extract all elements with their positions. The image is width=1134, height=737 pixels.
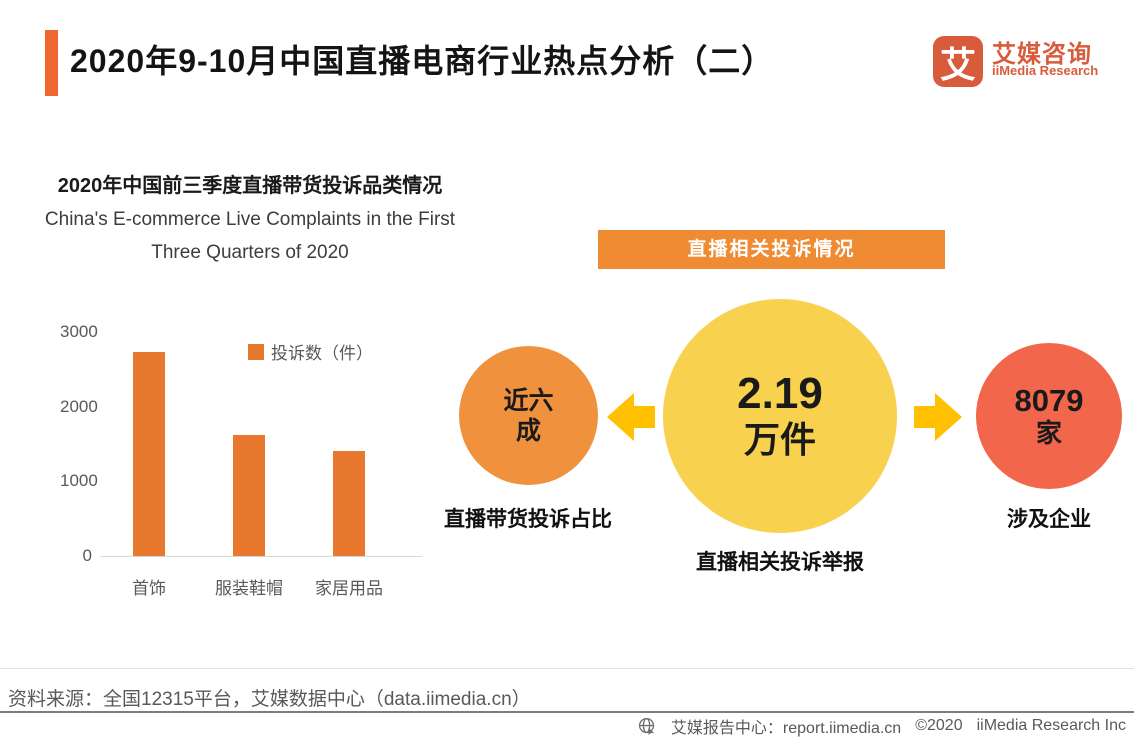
x-axis-category-label: 首饰 — [132, 579, 166, 598]
stat-circle-share: 近六成 — [459, 346, 598, 485]
stat-label-total-complaints: 直播相关投诉举报 — [696, 551, 864, 574]
copyright-text: ©2020 — [915, 717, 963, 734]
chart-subtitle-line2: Three Quarters of 2020 — [151, 242, 349, 263]
legend-label: 投诉数（件） — [271, 344, 373, 363]
logo-mark-icon: 艾 — [933, 36, 983, 87]
globe-cursor-icon — [638, 717, 655, 735]
title-accent-bar — [45, 30, 58, 96]
stat-unit: 万件 — [743, 419, 816, 460]
bar-家居用品 — [333, 451, 365, 556]
chart-legend: 投诉数（件） — [248, 339, 373, 364]
arrow-left-icon — [607, 393, 655, 441]
stat-unit: 家 — [1035, 418, 1062, 448]
footer-bar: 艾媒报告中心：report.iimedia.cn ©2020 iiMedia R… — [0, 715, 1126, 737]
stat-value: 8079 — [1014, 383, 1084, 418]
y-axis-tick-label: 0 — [82, 546, 92, 565]
stat-value: 近六成 — [503, 386, 554, 445]
x-axis-line — [100, 556, 422, 557]
logo-name-cn: 艾媒咨询 — [992, 41, 1092, 68]
legend-swatch-icon — [248, 343, 264, 360]
page-title: 2020年9-10月中国直播电商行业热点分析（二） — [70, 43, 775, 79]
y-axis-tick-label: 2000 — [60, 396, 98, 416]
arrow-right-icon — [914, 393, 962, 441]
x-axis-category-label: 家居用品 — [315, 579, 383, 598]
bar-首饰 — [133, 352, 165, 556]
chart-title: 2020年中国前三季度直播带货投诉品类情况 — [57, 175, 443, 197]
bar-服装鞋帽 — [233, 435, 265, 556]
report-center-link: 艾媒报告中心：report.iimedia.cn — [670, 720, 902, 737]
stat-label-companies: 涉及企业 — [1007, 508, 1091, 531]
logo-name-en: iiMedia Research — [992, 63, 1099, 78]
stat-circle-total-complaints: 2.19 万件 — [663, 299, 897, 533]
stat-circle-companies: 8079 家 — [976, 343, 1122, 489]
data-source: 资料来源：全国12315平台，艾媒数据中心（data.iimedia.cn） — [8, 689, 531, 710]
y-axis-tick-label: 3000 — [60, 322, 98, 341]
infographic-banner: 直播相关投诉情况 — [598, 230, 945, 269]
stat-label-share: 直播带货投诉占比 — [444, 508, 612, 531]
chart-subtitle-line1: China's E-commerce Live Complaints in th… — [44, 209, 456, 230]
footer-divider-line — [0, 711, 1134, 713]
company-text: iiMedia Research Inc — [976, 717, 1126, 734]
iimedia-logo: 艾 艾媒咨询 iiMedia Research — [933, 34, 1123, 94]
source-divider-line — [0, 668, 1134, 669]
stat-value: 2.19 — [737, 369, 823, 418]
bar-chart: 投诉数（件） 3000 2000 1000 0 首饰 服装鞋帽 家居用品 — [60, 322, 460, 616]
x-axis-category-label: 服装鞋帽 — [215, 579, 283, 598]
y-axis-tick-label: 1000 — [60, 471, 98, 491]
